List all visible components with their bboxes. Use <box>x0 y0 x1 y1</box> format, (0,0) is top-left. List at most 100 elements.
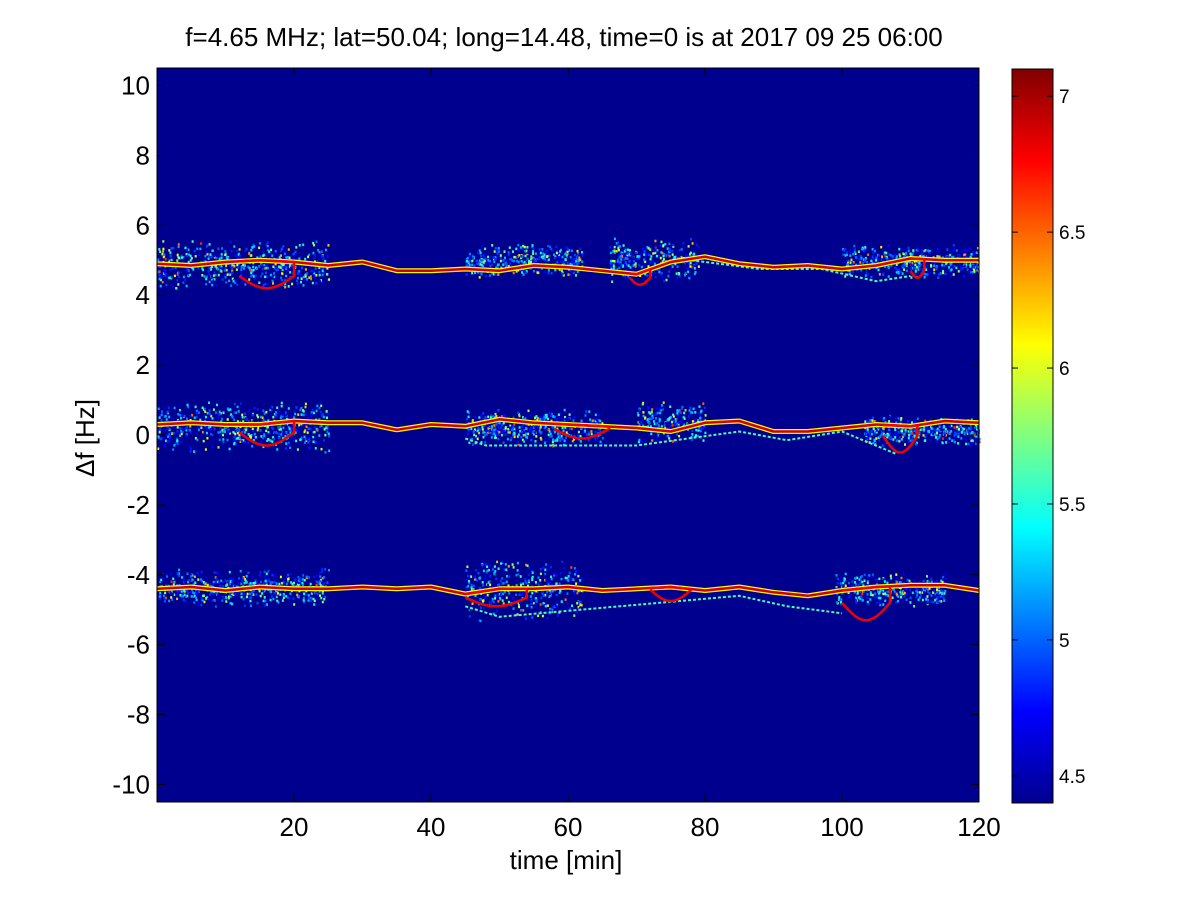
spectrum-cell <box>853 244 856 248</box>
spectrum-cell <box>548 411 551 415</box>
spectrum-cell <box>551 589 554 593</box>
spectrum-cell <box>697 429 700 432</box>
spectrum-cell <box>473 578 476 581</box>
spectrum-cell <box>584 414 587 417</box>
spectrum-cell <box>249 268 252 272</box>
spectrum-cell <box>658 417 661 420</box>
spectrum-cell <box>653 271 656 275</box>
spectrum-cell <box>935 267 938 271</box>
spectrum-cell <box>285 582 288 586</box>
spectrum-cell <box>535 582 538 586</box>
spectrum-cell <box>281 433 284 436</box>
spectrum-cell <box>547 433 550 437</box>
spectrum-cell <box>549 592 551 596</box>
spectrum-cell <box>668 270 671 273</box>
spectrum-cell <box>531 570 533 573</box>
spectrum-cell <box>844 572 847 576</box>
spectrum-cell <box>229 595 232 598</box>
trace-loop <box>882 423 919 454</box>
spectrum-cell <box>467 585 470 588</box>
spectrum-cell <box>279 428 282 431</box>
spectrum-cell <box>273 574 276 577</box>
spectrum-cell <box>848 259 851 263</box>
trace-loop <box>553 422 611 440</box>
spectrum-cell <box>320 267 323 270</box>
spectrum-cell <box>526 251 529 255</box>
spectrum-cell <box>646 274 649 278</box>
spectrum-cell <box>542 252 545 255</box>
spectrum-cell <box>687 270 690 273</box>
spectrum-cell <box>546 417 549 421</box>
spectrum-cell <box>525 581 528 585</box>
spectrum-cell <box>479 251 482 255</box>
spectrum-cell <box>246 592 249 596</box>
spectrum-cell <box>950 268 953 271</box>
spectrum-cell <box>233 402 236 406</box>
spectrum-cell <box>567 246 570 250</box>
spectrum-cell <box>312 597 315 601</box>
x-axis-label: time [min] <box>510 845 623 875</box>
spectrum-cell <box>953 249 956 252</box>
spectrum-cell <box>544 258 547 262</box>
spectrum-cell <box>970 270 973 274</box>
spectrum-cell <box>669 416 672 419</box>
spectrum-cell <box>474 271 477 274</box>
spectrum-cell <box>534 425 537 429</box>
spectrum-cell <box>916 417 919 420</box>
spectrum-cell <box>906 578 909 582</box>
spectrum-cell <box>686 255 689 258</box>
spectrum-cell <box>642 411 645 414</box>
spectrum-cell <box>666 427 669 430</box>
spectrum-cell <box>295 584 298 588</box>
spectrum-cell <box>195 596 198 599</box>
spectrum-cell <box>287 285 290 288</box>
spectrum-cell <box>558 591 561 595</box>
spectrum-cell <box>906 587 908 590</box>
spectrum-cell <box>213 598 216 602</box>
spectrum-cell <box>211 599 214 602</box>
spectrum-cell <box>496 434 499 437</box>
spectrum-cell <box>550 577 553 581</box>
spectrum-cell <box>528 261 530 265</box>
spectrum-cell <box>237 256 240 259</box>
spectrum-cell <box>534 259 537 263</box>
spectrum-cell <box>542 602 545 605</box>
spectrum-cell <box>251 246 254 249</box>
spectrum-cell <box>297 426 300 430</box>
spectrum-cell <box>945 432 948 435</box>
spectrum-cell <box>672 415 675 418</box>
spectrum-cell <box>320 404 323 408</box>
spectrum-cell <box>641 422 644 426</box>
spectrum-cell <box>626 257 629 260</box>
spectrum-cell <box>904 430 907 434</box>
spectrum-cell <box>533 259 536 263</box>
spectrum-cell <box>164 257 167 261</box>
spectrum-cell <box>922 431 925 435</box>
spectrum-cell <box>318 266 321 269</box>
spectrum-cell <box>907 246 910 249</box>
spectrum-cell <box>548 430 551 433</box>
spectrum-cell <box>176 430 179 433</box>
spectrum-cell <box>251 427 254 431</box>
spectrum-cell <box>969 427 972 431</box>
spectrum-cell <box>467 428 470 431</box>
spectrum-cell <box>211 433 214 437</box>
spectrum-cell <box>971 441 974 445</box>
spectrum-cell <box>558 268 561 272</box>
spectrum-cell <box>507 253 510 257</box>
spectrum-cell <box>564 576 567 580</box>
spectrum-cell <box>948 429 951 432</box>
spectrum-cell <box>613 249 616 253</box>
spectrum-cell <box>266 245 269 248</box>
spectrum-cell <box>302 574 305 577</box>
spectrum-cell <box>565 246 568 249</box>
spectrum-cell <box>470 427 473 431</box>
spectrum-cell <box>480 606 482 609</box>
spectrum-cell <box>236 249 239 253</box>
spectrum-cell <box>676 265 679 268</box>
spectrum-cell <box>273 431 276 435</box>
spectrum-cell <box>932 427 935 430</box>
spectrum-cell <box>499 426 502 430</box>
spectrum-cell <box>194 449 197 452</box>
spectrum-cell <box>512 428 515 431</box>
